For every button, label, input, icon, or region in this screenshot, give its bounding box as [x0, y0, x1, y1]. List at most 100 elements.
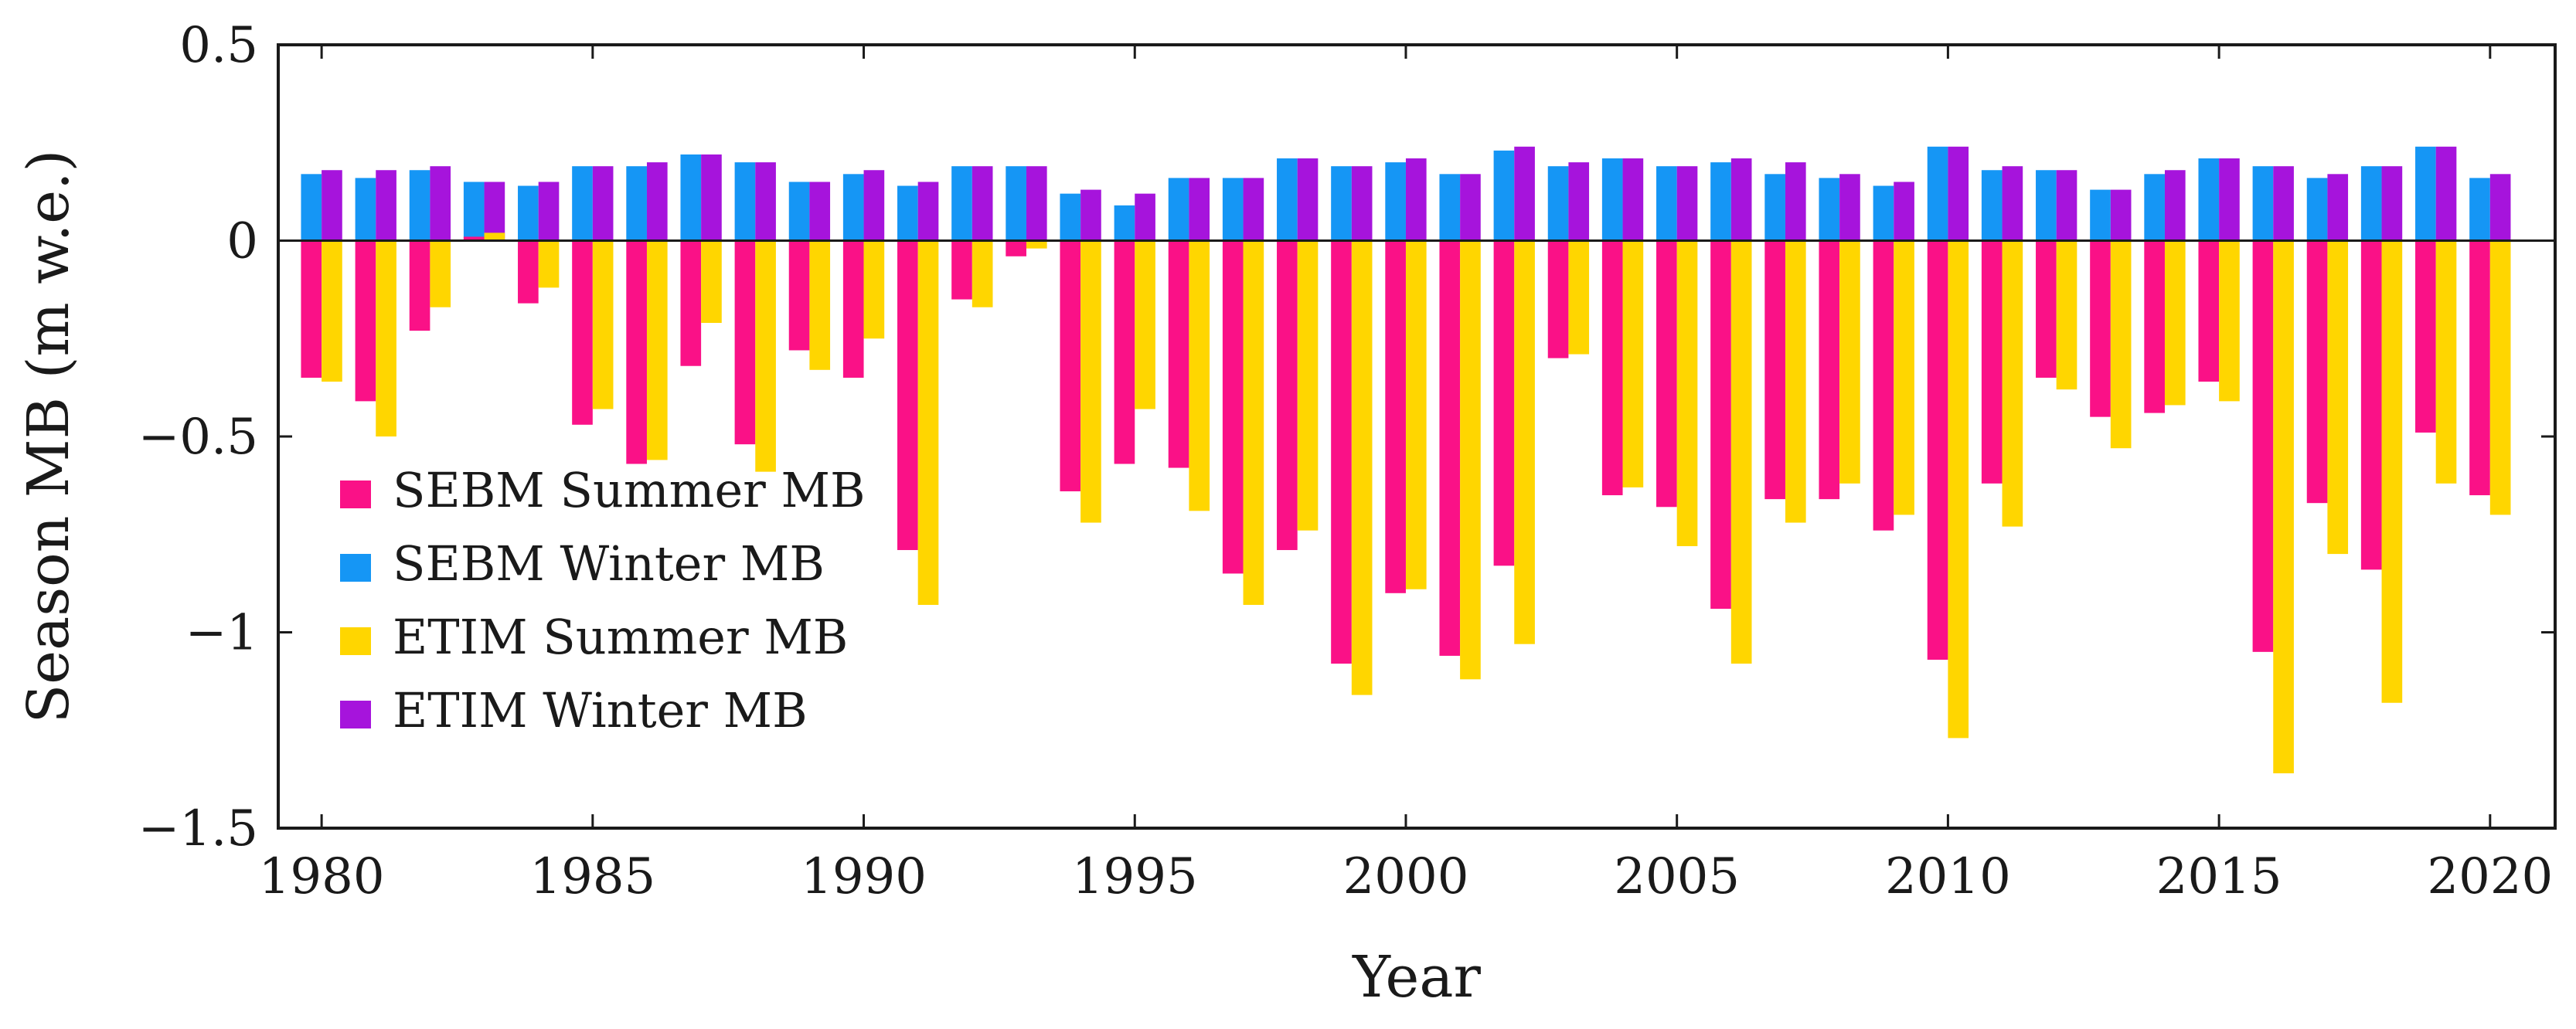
winter-bar-etim-winter-mb-1993	[1026, 166, 1047, 241]
y-axis-title: Season MB (m w.e.)	[15, 150, 82, 724]
winter-bar-etim-winter-mb-1981	[376, 170, 396, 241]
summer-bar-etim-summer-mb-1994	[1080, 240, 1101, 523]
summer-bar-etim-summer-mb-1984	[538, 240, 560, 288]
summer-bar-etim-summer-mb-2015	[2219, 240, 2240, 402]
ticks-layer	[278, 43, 2555, 830]
legend-label: SEBM Summer MB	[393, 462, 866, 518]
winter-bar-etim-winter-mb-2020	[2489, 174, 2511, 241]
winter-bar-etim-winter-mb-2004	[1622, 158, 1644, 241]
legend-swatch	[340, 701, 371, 728]
summer-bar-sebm-summer-mb-2019	[2415, 240, 2436, 433]
summer-bar-etim-summer-mb-1989	[809, 240, 831, 370]
winter-bar-etim-winter-mb-1991	[917, 182, 939, 241]
winter-bar-sebm-winter-mb-2004	[1601, 158, 1623, 241]
summer-bar-sebm-summer-mb-2006	[1710, 240, 1731, 610]
winter-bar-etim-winter-mb-1995	[1135, 193, 1155, 241]
summer-bar-etim-summer-mb-1983	[484, 233, 505, 241]
summer-bar-etim-summer-mb-2019	[2435, 240, 2457, 484]
winter-bar-etim-winter-mb-2008	[1839, 174, 1860, 241]
winter-bar-sebm-winter-mb-2011	[1981, 170, 2003, 241]
winter-bar-sebm-winter-mb-2002	[1493, 150, 1515, 241]
summer-bar-etim-summer-mb-1980	[322, 240, 342, 382]
x-tick-label: 2015	[2156, 848, 2282, 905]
winter-bar-sebm-winter-mb-1999	[1331, 166, 1352, 241]
winter-bar-etim-winter-mb-1984	[538, 182, 560, 241]
winter-bar-sebm-winter-mb-1996	[1168, 178, 1189, 241]
winter-bar-etim-winter-mb-2009	[1894, 182, 1914, 241]
legend-label: SEBM Winter MB	[393, 535, 825, 592]
x-tick-label: 2020	[2427, 848, 2553, 905]
summer-bar-etim-summer-mb-2004	[1622, 240, 1644, 487]
winter-bar-etim-winter-mb-2014	[2164, 170, 2186, 241]
winter-bar-sebm-winter-mb-2013	[2090, 189, 2111, 241]
x-tick-label: 1985	[529, 848, 655, 905]
summer-bar-sebm-summer-mb-2001	[1439, 240, 1461, 656]
summer-bar-etim-summer-mb-2013	[2110, 240, 2132, 449]
winter-bar-etim-winter-mb-1998	[1297, 158, 1319, 241]
summer-bar-sebm-summer-mb-2012	[2036, 240, 2057, 378]
summer-bar-sebm-summer-mb-2013	[2090, 240, 2111, 417]
winter-bar-etim-winter-mb-2006	[1730, 158, 1752, 241]
summer-bar-sebm-summer-mb-1998	[1277, 240, 1298, 551]
legend-swatch	[340, 481, 371, 508]
winter-bar-etim-winter-mb-1999	[1351, 166, 1373, 241]
winter-bar-etim-winter-mb-2005	[1676, 166, 1698, 241]
winter-bar-sebm-winter-mb-2001	[1439, 174, 1461, 241]
y-tick-label: −1.5	[138, 800, 258, 858]
summer-bar-sebm-summer-mb-1996	[1168, 240, 1189, 468]
winter-bar-etim-winter-mb-2012	[2056, 170, 2077, 241]
summer-bar-etim-summer-mb-2002	[1514, 240, 1535, 644]
summer-bar-sebm-summer-mb-1995	[1114, 240, 1135, 464]
x-tick-label: 2000	[1343, 848, 1469, 905]
winter-bar-etim-winter-mb-2001	[1460, 174, 1481, 241]
summer-bar-etim-summer-mb-2005	[1676, 240, 1698, 546]
summer-bar-etim-summer-mb-1996	[1189, 240, 1210, 511]
summer-bar-sebm-summer-mb-1984	[518, 240, 539, 304]
winter-bar-etim-winter-mb-1985	[592, 166, 614, 241]
winter-bar-sebm-winter-mb-1984	[518, 185, 539, 241]
summer-bar-sebm-summer-mb-1991	[897, 240, 918, 551]
winter-bar-etim-winter-mb-2013	[2110, 189, 2132, 241]
winter-bar-sebm-winter-mb-1982	[409, 170, 430, 241]
winter-bar-etim-winter-mb-2015	[2219, 158, 2240, 241]
winter-bar-sebm-winter-mb-2007	[1764, 174, 1785, 241]
winter-bar-etim-winter-mb-1996	[1189, 178, 1210, 241]
winter-bar-sebm-winter-mb-2017	[2306, 178, 2328, 241]
summer-bar-sebm-summer-mb-1981	[355, 240, 376, 402]
summer-bar-etim-summer-mb-2018	[2381, 240, 2403, 703]
winter-bar-sebm-winter-mb-2015	[2198, 158, 2220, 241]
winter-bar-sebm-winter-mb-2012	[2036, 170, 2057, 241]
winter-bar-etim-winter-mb-2019	[2435, 146, 2457, 241]
summer-bar-sebm-summer-mb-2011	[1981, 240, 2003, 484]
y-tick-label: −0.5	[138, 409, 258, 466]
summer-bar-etim-summer-mb-2007	[1785, 240, 1806, 523]
winter-bar-sebm-winter-mb-2018	[2360, 166, 2382, 241]
winter-bar-etim-winter-mb-2017	[2327, 174, 2349, 241]
winter-bar-etim-winter-mb-2002	[1514, 146, 1535, 241]
winter-bar-etim-winter-mb-1986	[646, 162, 668, 241]
summer-bar-etim-summer-mb-2011	[2002, 240, 2023, 527]
summer-bar-etim-summer-mb-1991	[917, 240, 939, 606]
summer-bar-etim-summer-mb-2010	[1948, 240, 1969, 739]
summer-bar-etim-summer-mb-1986	[646, 240, 668, 460]
summer-bar-sebm-summer-mb-2014	[2144, 240, 2165, 413]
summer-bar-etim-summer-mb-2008	[1839, 240, 1860, 484]
summer-bar-sebm-summer-mb-2008	[1819, 240, 1840, 500]
y-tick-label: −1	[185, 605, 258, 662]
winter-bar-etim-winter-mb-1990	[863, 170, 885, 241]
winter-bar-sebm-winter-mb-2009	[1873, 185, 1894, 241]
winter-bar-sebm-winter-mb-1981	[355, 178, 376, 241]
winter-bar-sebm-winter-mb-1994	[1060, 193, 1081, 241]
summer-bar-sebm-summer-mb-2016	[2252, 240, 2274, 652]
y-tick-label: 0.5	[179, 17, 258, 74]
summer-bar-etim-summer-mb-1995	[1135, 240, 1155, 409]
winter-bar-etim-winter-mb-1987	[701, 154, 722, 241]
summer-bar-etim-summer-mb-2016	[2273, 240, 2294, 774]
legend: SEBM Summer MB SEBM Winter MB ETIM Summer …	[340, 462, 866, 739]
winter-bar-sebm-winter-mb-1998	[1277, 158, 1298, 241]
winter-bar-sebm-winter-mb-1992	[951, 166, 972, 241]
summer-bar-sebm-summer-mb-1982	[409, 240, 430, 331]
summer-bar-etim-summer-mb-1985	[592, 240, 614, 409]
bars-layer	[301, 146, 2511, 774]
